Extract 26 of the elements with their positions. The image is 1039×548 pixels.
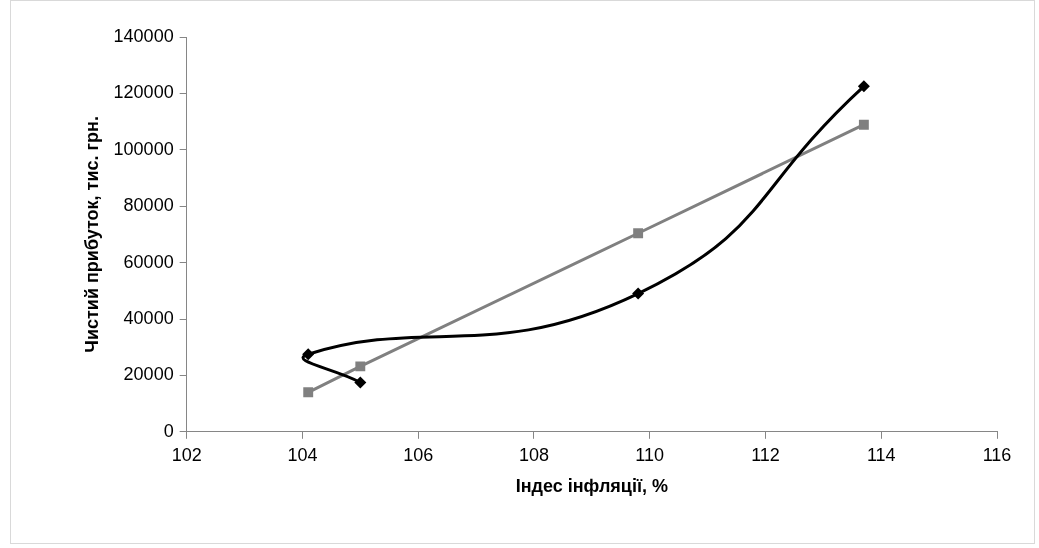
x-tick-label: 114 — [866, 444, 896, 465]
y-tick-label: 0 — [163, 420, 174, 441]
x-tick-label: 116 — [982, 444, 1012, 465]
x-tick-label: 102 — [171, 444, 202, 465]
point — [858, 119, 869, 130]
point — [633, 228, 644, 239]
y-tick-label: 40000 — [123, 307, 174, 328]
y-tick-label: 120000 — [113, 82, 174, 103]
x-tick-label: 104 — [287, 444, 318, 465]
x-tick-label: 110 — [635, 444, 665, 465]
point — [303, 387, 314, 398]
point — [355, 361, 366, 372]
point — [857, 80, 870, 93]
point — [302, 348, 315, 361]
point — [354, 376, 367, 389]
y-tick-label: 100000 — [113, 138, 174, 159]
y-axis-title: Чистий прибуток, тис. грн. — [81, 116, 102, 353]
y-tick-label: 60000 — [123, 251, 174, 272]
x-tick-label: 112 — [751, 444, 780, 465]
y-tick-label: 80000 — [123, 195, 174, 216]
point — [632, 287, 645, 300]
x-axis-title: Індес інфляції, % — [515, 476, 668, 497]
x-tick-label: 106 — [403, 444, 434, 465]
y-tick-label: 20000 — [123, 364, 174, 385]
x-tick-label: 108 — [518, 444, 549, 465]
y-tick-label: 140000 — [113, 25, 174, 46]
